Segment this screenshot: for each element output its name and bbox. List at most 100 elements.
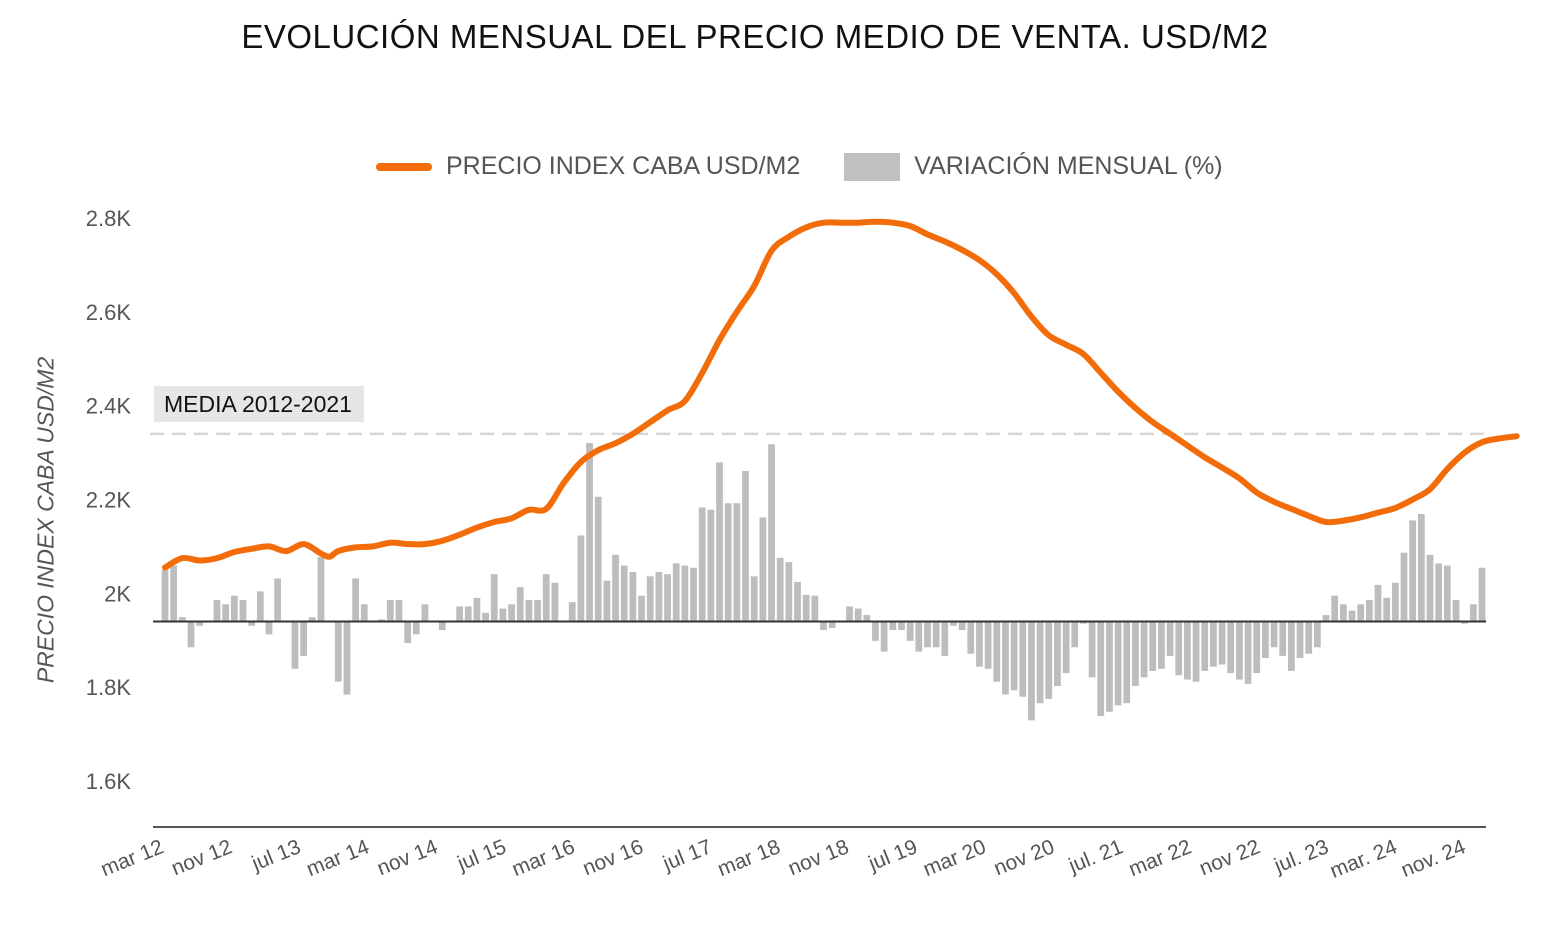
- variation-bar: [1140, 621, 1148, 678]
- variation-bar: [690, 567, 697, 622]
- variation-bar: [811, 595, 819, 622]
- variation-bar: [1357, 604, 1365, 622]
- variation-bar: [1062, 621, 1070, 674]
- variation-bar: [508, 604, 515, 622]
- variation-bar: [1088, 621, 1096, 678]
- variation-bar: [1391, 582, 1399, 622]
- variation-bar: [941, 621, 949, 656]
- variation-bar: [646, 576, 654, 622]
- variation-bar: [256, 591, 264, 622]
- y-tick-label: 1.8K: [86, 675, 132, 700]
- x-tick-label: nov 14: [374, 835, 441, 880]
- variation-bar: [248, 621, 256, 626]
- variation-bar: [993, 621, 1001, 682]
- variation-bar: [568, 602, 576, 622]
- variation-bar: [1426, 554, 1434, 622]
- variation-bar: [178, 617, 186, 622]
- variation-bar: [1106, 621, 1113, 712]
- legend-bar-label: VARIACIÓN MENSUAL (%): [914, 152, 1223, 180]
- variation-bar: [317, 556, 325, 622]
- variation-bar: [352, 578, 359, 622]
- variation-bar: [1045, 621, 1053, 699]
- variation-bar: [1080, 621, 1087, 624]
- variation-bar: [196, 621, 204, 626]
- variation-bar: [1288, 621, 1295, 671]
- x-tick-label: mar 22: [1126, 835, 1195, 881]
- variation-bar: [1322, 615, 1330, 622]
- variation-bar: [1028, 621, 1035, 721]
- x-tick-label: jul 15: [453, 835, 509, 876]
- variation-bar: [187, 621, 195, 648]
- variation-bar: [1010, 621, 1018, 691]
- variation-bar: [872, 621, 879, 641]
- variation-bar: [1149, 621, 1157, 671]
- legend-item-bars: VARIACIÓN MENSUAL (%): [814, 152, 1223, 181]
- legend-line-swatch: [376, 162, 432, 171]
- variation-bar: [1244, 621, 1252, 684]
- variation-bar: [707, 509, 715, 622]
- x-tick-label: nov 18: [785, 835, 852, 880]
- variation-bar: [802, 594, 810, 622]
- variation-bar: [1296, 621, 1304, 659]
- variation-bar: [785, 562, 793, 622]
- reference-line-label: MEDIA 2012-2021: [154, 386, 364, 422]
- variation-bar: [1253, 621, 1261, 674]
- variation-bar: [655, 572, 663, 622]
- variation-bar: [958, 621, 966, 631]
- variation-bar: [230, 595, 238, 622]
- variation-bar: [1158, 621, 1165, 669]
- variation-bar: [1123, 621, 1131, 704]
- legend-bar-swatch: [844, 152, 901, 181]
- variation-bar: [464, 606, 472, 622]
- variation-bar: [1443, 565, 1451, 622]
- variation-bar: [1400, 552, 1408, 622]
- variation-bar: [950, 621, 957, 626]
- x-tick-label: nov 12: [168, 835, 235, 880]
- variation-bar: [620, 565, 628, 622]
- variation-bar: [1227, 621, 1235, 674]
- variation-bar: [733, 503, 741, 622]
- variation-bar: [976, 621, 983, 667]
- variation-bar: [906, 621, 914, 641]
- variation-bar: [274, 578, 282, 622]
- variation-bar: [525, 599, 533, 622]
- variation-bar: [1452, 599, 1460, 622]
- variation-bar: [456, 606, 463, 622]
- variation-bar: [1348, 610, 1356, 622]
- variation-bar: [672, 563, 680, 622]
- variation-bar: [794, 581, 801, 622]
- variation-bar: [768, 444, 775, 622]
- x-tick-label: jul 13: [248, 835, 304, 876]
- variation-bar: [664, 574, 671, 622]
- variation-bar: [222, 604, 230, 622]
- variation-bar: [1114, 621, 1122, 706]
- variation-bar: [586, 443, 593, 622]
- variation-bar: [984, 621, 992, 669]
- variation-bar: [291, 621, 299, 669]
- variation-bar: [239, 599, 247, 622]
- x-tick-label: nov. 24: [1398, 835, 1469, 882]
- variation-bar: [551, 582, 559, 622]
- variation-bar: [516, 587, 524, 622]
- variation-bar: [1184, 621, 1191, 680]
- variation-bar: [1270, 621, 1278, 648]
- x-tick-label: jul. 21: [1065, 835, 1127, 878]
- variation-bar: [404, 621, 411, 643]
- variation-bar: [1236, 621, 1243, 680]
- legend-line-label: PRECIO INDEX CABA USD/M2: [446, 152, 801, 180]
- variation-bar: [742, 470, 749, 622]
- variation-bar: [1374, 584, 1382, 622]
- legend: PRECIO INDEX CABA USD/M2 VARIACIÓN MENSU…: [376, 152, 1223, 181]
- variation-bar: [681, 565, 689, 622]
- variation-bar: [1478, 567, 1486, 622]
- variation-bar: [594, 496, 602, 622]
- variation-bar: [1132, 621, 1139, 686]
- x-tick-label: mar 16: [509, 835, 578, 881]
- variation-bar: [1461, 621, 1469, 624]
- variation-bar: [265, 621, 273, 635]
- y-tick-label: 1.6K: [86, 769, 132, 794]
- variation-bar: [473, 597, 481, 622]
- price-line: [162, 218, 1520, 571]
- variation-bar: [213, 599, 221, 622]
- variation-bar: [915, 621, 923, 652]
